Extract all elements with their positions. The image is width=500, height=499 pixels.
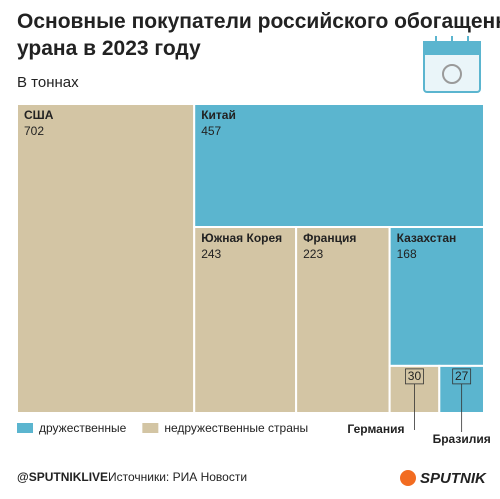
- logo-icon: [400, 470, 416, 486]
- cell-name: Южная Корея: [201, 231, 282, 245]
- footer-handle: @SPUTNIKLIVE: [17, 470, 108, 484]
- cell-name: Казахстан: [397, 231, 457, 245]
- legend-label: дружественные: [39, 421, 127, 435]
- cell-value: 30: [408, 369, 422, 383]
- treemap-cell: [295, 226, 391, 414]
- cell-name: Бразилия: [433, 432, 491, 446]
- cell-value: 168: [397, 247, 417, 261]
- legend-swatch: [142, 423, 159, 433]
- footer-source: Источники: РИА Новости: [108, 470, 247, 484]
- cell-value: 457: [201, 124, 221, 138]
- treemap-cell: [193, 226, 298, 414]
- logo: SPUTNIK: [420, 470, 487, 487]
- chart-title: Основные покупатели российского обогащен…: [17, 10, 500, 60]
- cell-value: 243: [201, 247, 221, 261]
- cell-value: 27: [455, 369, 469, 383]
- cell-name: Франция: [303, 231, 356, 245]
- cell-value: 223: [303, 247, 323, 261]
- treemap-cell: [388, 226, 485, 367]
- footer: @SPUTNIKLIVE Источники: РИА Новости SPUT…: [17, 470, 487, 487]
- calendar-icon: [423, 36, 481, 93]
- treemap-cell: [16, 103, 196, 414]
- chart-subtitle: В тоннах: [17, 74, 79, 91]
- legend-swatch: [17, 423, 33, 433]
- cell-name: Китай: [201, 108, 236, 122]
- treemap-cell: [193, 103, 485, 229]
- legend-label: недружественные страны: [164, 421, 308, 435]
- cell-name: Германия: [347, 422, 404, 436]
- cell-value: 702: [24, 124, 44, 138]
- cell-name: США: [24, 108, 54, 122]
